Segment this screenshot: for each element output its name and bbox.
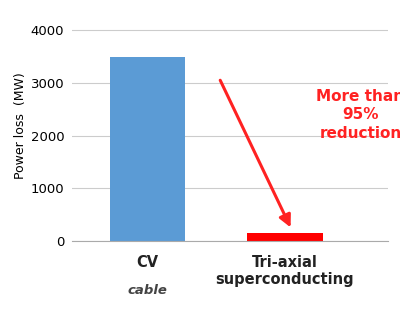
Bar: [247, 233, 323, 241]
Text: More than
95%
reduction: More than 95% reduction: [316, 88, 400, 141]
Text: CV: CV: [136, 255, 159, 270]
Text: cable: cable: [128, 284, 168, 297]
Y-axis label: Power loss  (MW): Power loss (MW): [14, 72, 26, 179]
Bar: [110, 57, 185, 241]
Text: Tri-axial
superconducting: Tri-axial superconducting: [216, 255, 354, 287]
